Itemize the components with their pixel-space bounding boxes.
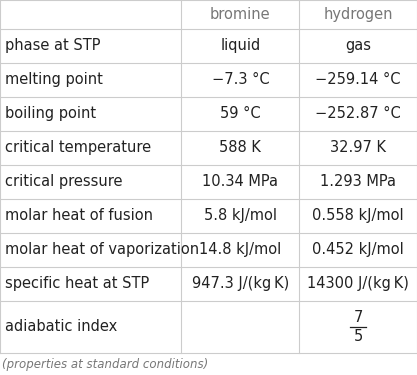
Text: 14300 J/(kg K): 14300 J/(kg K) bbox=[307, 276, 409, 291]
Text: liquid: liquid bbox=[220, 38, 261, 53]
Text: 0.452 kJ/mol: 0.452 kJ/mol bbox=[312, 242, 404, 257]
Text: 14.8 kJ/mol: 14.8 kJ/mol bbox=[199, 242, 281, 257]
Text: 7: 7 bbox=[354, 310, 363, 325]
Text: 0.558 kJ/mol: 0.558 kJ/mol bbox=[312, 208, 404, 223]
Text: −7.3 °C: −7.3 °C bbox=[211, 72, 269, 87]
Text: critical pressure: critical pressure bbox=[5, 174, 123, 189]
Text: phase at STP: phase at STP bbox=[5, 38, 101, 53]
Text: 5: 5 bbox=[354, 329, 363, 344]
Text: 10.34 MPa: 10.34 MPa bbox=[202, 174, 279, 189]
Text: molar heat of vaporization: molar heat of vaporization bbox=[5, 242, 200, 257]
Text: hydrogen: hydrogen bbox=[324, 7, 393, 22]
Text: bromine: bromine bbox=[210, 7, 271, 22]
Text: −259.14 °C: −259.14 °C bbox=[315, 72, 401, 87]
Text: melting point: melting point bbox=[5, 72, 103, 87]
Text: −252.87 °C: −252.87 °C bbox=[315, 106, 401, 121]
Text: 1.293 MPa: 1.293 MPa bbox=[320, 174, 396, 189]
Text: critical temperature: critical temperature bbox=[5, 140, 151, 155]
Text: 32.97 K: 32.97 K bbox=[330, 140, 386, 155]
Text: 588 K: 588 K bbox=[219, 140, 261, 155]
Text: molar heat of fusion: molar heat of fusion bbox=[5, 208, 153, 223]
Text: 947.3 J/(kg K): 947.3 J/(kg K) bbox=[192, 276, 289, 291]
Text: 59 °C: 59 °C bbox=[220, 106, 261, 121]
Text: boiling point: boiling point bbox=[5, 106, 97, 121]
Text: 5.8 kJ/mol: 5.8 kJ/mol bbox=[204, 208, 277, 223]
Text: (properties at standard conditions): (properties at standard conditions) bbox=[2, 358, 208, 370]
Text: specific heat at STP: specific heat at STP bbox=[5, 276, 150, 291]
Text: gas: gas bbox=[345, 38, 371, 53]
Text: adiabatic index: adiabatic index bbox=[5, 320, 118, 334]
